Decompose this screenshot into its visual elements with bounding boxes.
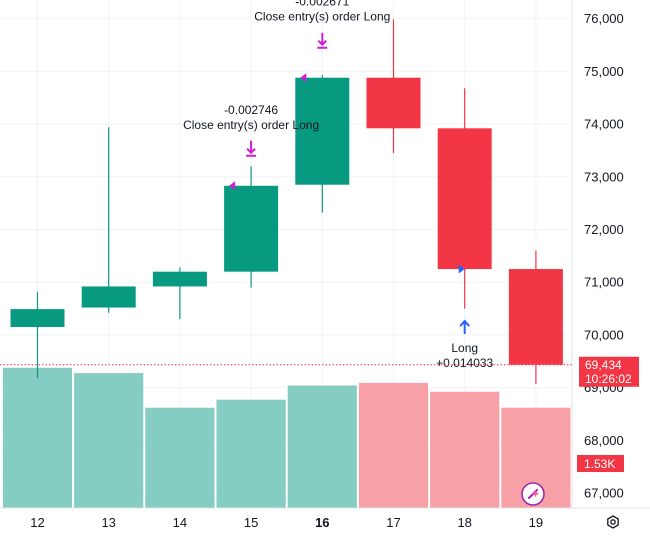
candle-body — [295, 77, 350, 185]
y-tick-label: 67,000 — [584, 486, 624, 501]
volume-bar — [287, 385, 357, 508]
candle-body — [10, 309, 65, 328]
annotation-value: +0.014033 — [436, 356, 493, 370]
x-tick-label: 13 — [101, 515, 115, 530]
annotation-text: Close entry(s) order Long — [183, 118, 319, 132]
candle-body — [224, 185, 279, 272]
annotation-value: -0.002746 — [224, 103, 278, 117]
candles — [10, 19, 563, 384]
x-tick-label: 19 — [529, 515, 543, 530]
candle-body — [366, 77, 421, 129]
settings-gear-icon[interactable] — [607, 515, 619, 529]
y-tick-label: 76,000 — [584, 11, 624, 26]
exit-arrow-icon — [317, 32, 328, 49]
magic-sparkle-icon[interactable] — [521, 482, 545, 506]
volume-tag — [577, 455, 624, 472]
candle-body — [508, 269, 563, 365]
volume-bar — [145, 407, 215, 508]
volume-bar — [74, 373, 144, 508]
x-tick-label: 16 — [315, 515, 329, 530]
y-tick-label: 74,000 — [584, 117, 624, 132]
volume-bar — [216, 399, 286, 508]
y-tick-label: 68,000 — [584, 433, 624, 448]
x-tick-label: 15 — [244, 515, 258, 530]
candle-body — [152, 271, 207, 287]
y-tick-label: 75,000 — [584, 64, 624, 79]
axes: 67,00068,00069,00070,00071,00072,00073,0… — [0, 0, 650, 530]
current-price-countdown: 10:26:02 — [585, 372, 632, 386]
y-tick-label: 72,000 — [584, 222, 624, 237]
x-tick-label: 18 — [457, 515, 471, 530]
exit-arrow-icon — [246, 140, 257, 157]
volume-tag-label: 1.53K — [584, 457, 615, 471]
exit-marker — [229, 181, 236, 191]
candle-body — [437, 128, 492, 270]
annotation-value: -0.002671 — [295, 0, 349, 9]
current-price-label: 69,434 — [585, 358, 622, 372]
annotation-text: Long — [451, 341, 478, 355]
x-tick-label: 12 — [30, 515, 44, 530]
y-tick-label: 70,000 — [584, 327, 624, 342]
volume-bar — [358, 382, 429, 508]
entry-arrow-icon — [459, 319, 470, 335]
x-tick-label: 17 — [386, 515, 400, 530]
annotation-text: Close entry(s) order Long — [254, 10, 390, 24]
x-tick-label: 14 — [173, 515, 187, 530]
y-tick-label: 73,000 — [584, 169, 624, 184]
volume-bar — [430, 391, 500, 508]
volume-bars — [2, 367, 571, 508]
candle-body — [81, 286, 136, 308]
current-price-tag — [579, 356, 639, 387]
volume-bar — [2, 367, 73, 508]
entry-marker — [458, 264, 465, 274]
exit-marker — [300, 73, 307, 83]
y-tick-label: 71,000 — [584, 275, 624, 290]
